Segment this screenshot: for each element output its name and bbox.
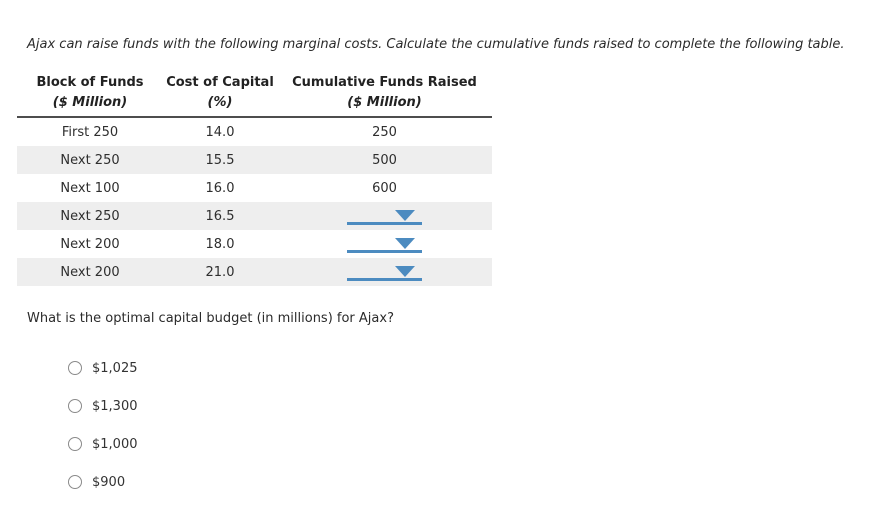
cost-cell: 14.0 [205, 124, 235, 140]
column-header-title: Block of Funds [36, 75, 144, 90]
answer-option-label: $1,000 [92, 436, 138, 452]
answer-option-label: $1,300 [92, 398, 138, 414]
column-header-unit: (%) [207, 95, 233, 110]
table-body: First 250 14.0 250 Next 250 15.5 500 Next 100 1… [17, 117, 492, 286]
cumulative-dropdown[interactable] [347, 235, 422, 253]
answer-options: $1,025 $1,300 $1,000 $900 [68, 360, 138, 490]
table-row: Next 200 18.0 [17, 230, 492, 258]
column-header-2: Cumulative Funds Raised ($ Million) [277, 68, 492, 118]
table-header: Block of Funds ($ Million) Cost of Capital… [17, 68, 492, 118]
radio-button[interactable] [68, 437, 82, 451]
column-header-title: Cumulative Funds Raised [292, 75, 477, 90]
cost-cell: 16.5 [205, 208, 235, 224]
column-header-1: Cost of Capital (%) [163, 68, 277, 118]
cost-cell: 18.0 [205, 236, 235, 252]
answer-option-label: $1,025 [92, 360, 138, 376]
block-cell: Next 250 [60, 152, 120, 168]
column-header-unit: ($ Million) [347, 95, 422, 110]
block-cell: Next 200 [60, 264, 120, 280]
table-row: Next 100 16.0 600 [17, 174, 492, 202]
cumulative-dropdown[interactable] [347, 263, 422, 281]
block-cell: Next 250 [60, 208, 120, 224]
block-cell: First 250 [61, 124, 119, 140]
cumulative-cell [277, 202, 492, 230]
cumulative-cell [277, 230, 492, 258]
caret-down-icon [395, 238, 415, 249]
caret-down-icon [395, 266, 415, 277]
cumulative-cell: 600 [372, 180, 397, 196]
answer-option[interactable]: $1,025 [68, 360, 138, 376]
answer-option[interactable]: $900 [68, 474, 138, 490]
column-header-unit: ($ Million) [52, 95, 128, 110]
cumulative-cell [277, 258, 492, 286]
radio-button[interactable] [68, 475, 82, 489]
radio-button[interactable] [68, 361, 82, 375]
column-header-0: Block of Funds ($ Million) [17, 68, 163, 118]
table-header-row: Block of Funds ($ Million) Cost of Capital… [17, 68, 492, 118]
answer-option[interactable]: $1,000 [68, 436, 138, 452]
answer-option[interactable]: $1,300 [68, 398, 138, 414]
table-row: Next 250 16.5 [17, 202, 492, 230]
answer-option-label: $900 [92, 474, 126, 490]
table-row: Next 200 21.0 [17, 258, 492, 286]
radio-button[interactable] [68, 399, 82, 413]
question-text: What is the optimal capital budget (in m… [27, 311, 394, 326]
table-row: First 250 14.0 250 [17, 117, 492, 146]
block-cell: Next 200 [60, 236, 120, 252]
funds-table: Block of Funds ($ Million) Cost of Capital… [17, 68, 492, 286]
cumulative-cell: 500 [372, 152, 397, 168]
column-header-title: Cost of Capital [166, 75, 274, 90]
block-cell: Next 100 [60, 180, 120, 196]
cost-cell: 21.0 [205, 264, 235, 280]
cumulative-dropdown[interactable] [347, 207, 422, 225]
table-row: Next 250 15.5 500 [17, 146, 492, 174]
cost-cell: 15.5 [205, 152, 235, 168]
cost-cell: 16.0 [205, 180, 235, 196]
cumulative-cell: 250 [372, 124, 397, 140]
instruction-text: Ajax can raise funds with the following … [27, 37, 845, 52]
caret-down-icon [395, 210, 415, 221]
